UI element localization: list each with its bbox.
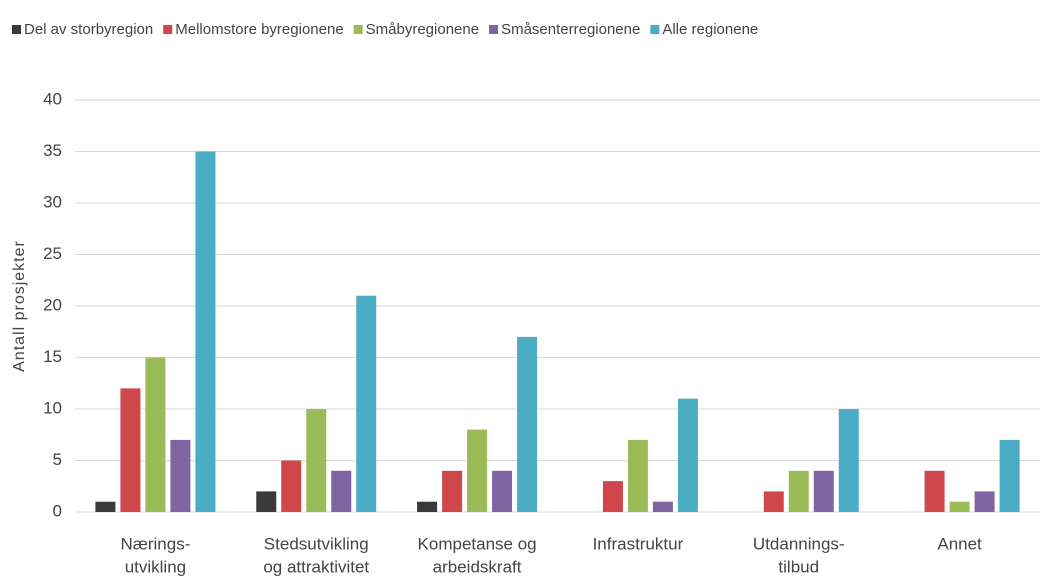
y-tick-label: 20 [43,295,62,314]
y-tick-label: 25 [43,244,62,263]
y-tick-label: 5 [53,450,62,469]
bar [356,295,377,512]
x-tick-label: Stedsutvikling [264,534,369,553]
y-tick-label: 10 [43,398,62,417]
x-tick-label: Nærings- [120,534,190,553]
x-tick-label: Infrastruktur [593,534,684,553]
x-tick-label: tilbud [778,557,819,576]
x-tick-label: Kompetanse og [418,534,537,553]
bar [467,429,488,512]
bar [838,409,859,512]
y-axis-label: Antall prosjekter [11,240,28,372]
bar [763,491,784,512]
bar [306,409,327,512]
bar [492,470,513,512]
x-tick-label: og attraktivitet [263,557,369,576]
bar [145,357,166,512]
y-tick-label: 15 [43,347,62,366]
bar [999,439,1020,512]
x-tick-label: arbeidskraft [433,557,522,576]
bar [442,470,463,512]
bar [627,439,648,512]
legend-label: Del av storbyregion [24,21,153,38]
legend-label: Mellomstore byregionene [175,21,343,38]
legend-label: Småbyregionene [366,21,479,38]
bar [95,501,116,512]
bar [652,501,673,512]
bar [331,470,352,512]
y-tick-label: 35 [43,141,62,160]
bar [602,481,623,512]
x-tick-label: Utdannings- [753,534,845,553]
y-tick-label: 40 [43,89,62,108]
legend-swatch [163,25,173,34]
bar [788,470,809,512]
x-tick-label: Annet [937,534,982,553]
legend-label: Alle regionene [662,21,758,38]
legend-label: Småsenterregionene [501,21,640,38]
bar [677,398,698,512]
bar [120,388,141,512]
legend-swatch [353,25,363,34]
bar [170,439,191,512]
bar [813,470,834,512]
bar [517,336,538,512]
bar [417,501,438,512]
y-tick-label: 0 [53,501,62,520]
legend-swatch [12,25,21,34]
y-tick-label: 30 [43,192,62,211]
bar [949,501,970,512]
legend-swatch [489,25,499,34]
bar [281,460,302,512]
legend-swatch [650,25,660,34]
bar [195,151,216,512]
bar [924,470,945,512]
x-tick-label: utvikling [125,557,186,576]
bar [256,491,277,512]
bar [974,491,995,512]
